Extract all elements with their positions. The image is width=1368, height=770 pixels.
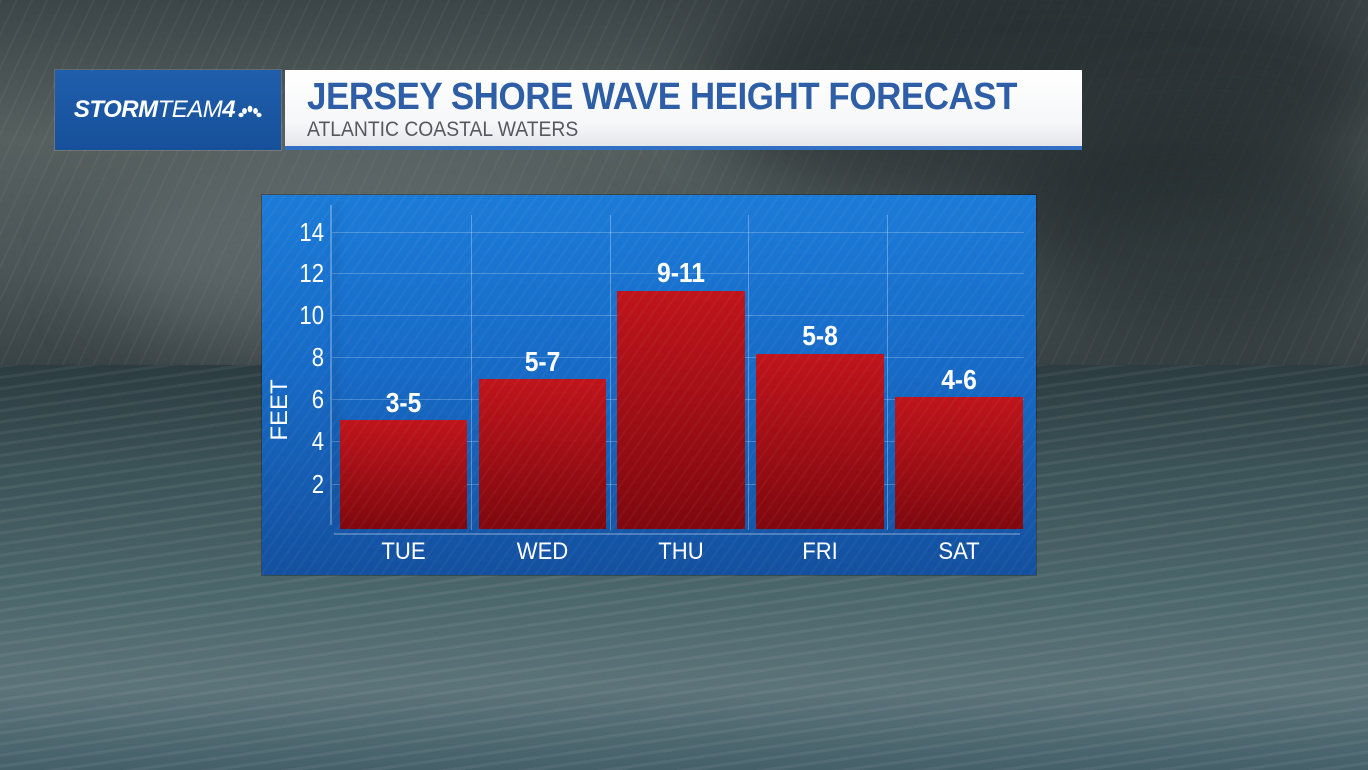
y-tick: 14 [299, 217, 324, 247]
bar-label-sat: 4-6 [941, 364, 977, 395]
divider [610, 215, 611, 530]
stormteam4-logo: STORMTEAM4 [55, 70, 281, 150]
x-label-thu: THU [658, 538, 704, 565]
nbc-peacock-icon [238, 105, 262, 117]
divider [748, 215, 749, 530]
gridline-12 [332, 273, 1024, 274]
x-label-fri: FRI [802, 538, 838, 565]
bar-label-tue: 3-5 [385, 387, 422, 418]
page-title: JERSEY SHORE WAVE HEIGHT FORECAST [307, 76, 1018, 118]
y-tick: 4 [311, 426, 324, 456]
y-tick: 6 [311, 384, 324, 414]
divider [471, 215, 472, 530]
gridline-14 [332, 232, 1024, 233]
x-label-tue: TUE [381, 538, 426, 565]
bar-label-fri: 5-8 [802, 320, 838, 351]
y-tick: 10 [299, 300, 324, 330]
bar-thu [617, 291, 745, 529]
bar-label-thu: 9-11 [657, 257, 705, 288]
page-subtitle: ATLANTIC COASTAL WATERS [307, 118, 579, 141]
bar-label-wed: 5-7 [524, 346, 561, 377]
bar-fri [756, 354, 884, 529]
y-axis-line [330, 205, 332, 525]
y-tick: 2 [311, 469, 324, 499]
bar-sat [895, 397, 1023, 529]
y-tick: 12 [299, 258, 324, 288]
bar-wed [479, 379, 606, 529]
logo-text: STORMTEAM4 [73, 96, 236, 123]
storm-cloud [1000, 120, 1368, 340]
x-label-wed: WED [516, 538, 569, 565]
y-tick: 8 [311, 342, 324, 372]
divider [887, 215, 888, 530]
y-axis-label: FEET [266, 379, 293, 441]
bar-tue [340, 420, 467, 529]
chart-panel: 14 12 10 8 6 4 2 FEET 3-5 5-7 9-11 5-8 4… [262, 195, 1036, 575]
title-bar: JERSEY SHORE WAVE HEIGHT FORECAST ATLANT… [285, 70, 1082, 150]
x-axis-base [334, 533, 1020, 535]
x-label-sat: SAT [938, 538, 980, 565]
